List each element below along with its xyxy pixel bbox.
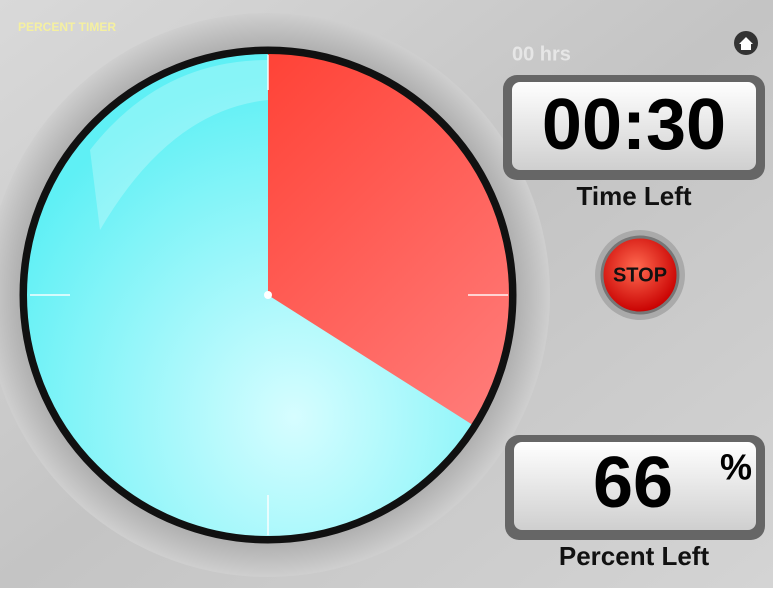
hours-label: 00 hrs bbox=[512, 43, 571, 65]
timer-screen: PERCENT TIMER 00 hrs 00:30 Time Left STO… bbox=[0, 0, 773, 588]
home-button[interactable] bbox=[734, 31, 758, 55]
percent-sign: % bbox=[720, 447, 752, 488]
time-left-label: Time Left bbox=[576, 181, 691, 211]
app-title: PERCENT TIMER bbox=[18, 20, 116, 34]
stop-button[interactable]: STOP bbox=[595, 230, 685, 320]
percent-left-label: Percent Left bbox=[559, 541, 710, 571]
stop-label: STOP bbox=[613, 264, 667, 286]
time-display: 00:30 bbox=[542, 85, 726, 165]
percent-display: 66 bbox=[593, 443, 673, 523]
dial-center bbox=[264, 291, 272, 299]
